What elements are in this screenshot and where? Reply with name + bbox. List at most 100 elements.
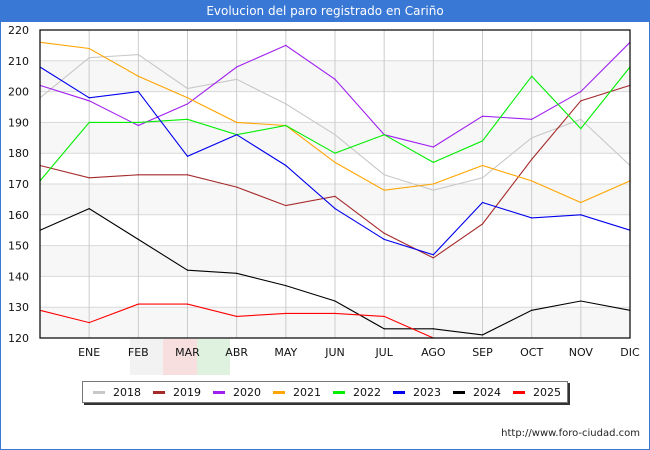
data-point-2024 [383,328,385,330]
data-point-2020 [580,91,582,93]
data-point-2023 [186,155,189,157]
data-point-2018 [334,134,336,136]
y-tick-label: 190 [8,116,29,129]
data-point-2018 [88,57,90,59]
data-point-2021 [580,201,582,204]
legend-label: 2021 [293,385,321,399]
legend-item-2025: 2025 [513,386,563,399]
data-point-2025 [186,303,189,305]
data-point-2022 [88,121,90,123]
data-point-2024 [334,300,336,302]
data-point-2021 [236,121,238,123]
plot-border [39,29,631,339]
data-point-2022 [137,121,139,123]
y-tick-label: 140 [8,270,29,283]
legend-swatch [333,390,345,394]
data-point-2023 [236,134,238,136]
data-point-2023 [137,91,139,93]
data-point-2019 [580,100,582,102]
data-point-2025 [334,312,336,314]
legend-swatch [273,390,285,394]
data-point-2018 [285,103,287,105]
legend-label: 2025 [533,385,561,399]
data-point-2020 [137,124,139,127]
y-tick-label: 220 [8,24,29,37]
flag-stripe-left [130,339,163,375]
data-point-2022 [580,127,582,130]
legend-label: 2020 [233,385,261,399]
y-tick-label: 120 [8,332,29,345]
legend-label: 2024 [473,385,501,399]
data-point-2022 [186,118,189,120]
data-point-2025 [383,315,385,318]
data-point-2022 [285,124,287,127]
data-point-2023 [334,208,336,210]
data-point-2018 [432,189,434,191]
legend-item-2024: 2024 [453,386,503,399]
source-url[interactable]: http://www.foro-ciudad.com [501,428,640,439]
legend-swatch [93,390,105,394]
y-tick-label: 210 [8,55,29,68]
x-tick-label: AGO [421,346,446,359]
data-point-2023 [88,97,90,99]
legend-label: 2022 [353,385,381,399]
y-tick-label: 200 [8,86,29,99]
data-point-2021 [334,161,336,164]
data-point-2024 [285,285,287,287]
data-point-2020 [531,118,533,120]
data-point-2021 [481,164,484,167]
data-point-2024 [137,238,139,241]
data-point-2021 [432,183,434,185]
data-point-2022 [432,161,434,164]
data-point-2020 [334,78,336,80]
data-point-2023 [580,214,582,216]
x-tick-label: MAY [274,346,297,359]
data-point-2018 [481,177,484,179]
x-tick-label: JUN [324,346,345,359]
data-point-2018 [580,118,582,120]
legend-swatch [153,390,165,394]
data-point-2020 [236,66,238,68]
legend-item-2021: 2021 [273,386,323,399]
data-point-2020 [88,100,90,102]
data-point-2018 [137,54,139,56]
x-tick-label: FEB [128,346,149,359]
data-point-2019 [383,232,385,234]
y-tick-label: 130 [8,301,29,314]
legend-item-2023: 2023 [393,386,443,399]
data-point-2025 [137,303,139,305]
data-point-2019 [334,195,336,197]
data-point-2025 [236,315,238,318]
y-tick-label: 170 [8,178,29,191]
data-point-2021 [531,180,533,182]
data-point-2019 [481,223,484,225]
data-point-2020 [186,103,189,105]
legend-swatch [213,390,225,394]
data-point-2022 [383,134,385,136]
data-point-2021 [186,97,189,99]
data-point-2023 [285,164,287,167]
data-point-2025 [285,312,287,314]
data-point-2024 [481,334,484,336]
data-point-2024 [236,272,238,274]
data-point-2024 [88,208,90,210]
data-point-2024 [432,328,434,330]
x-tick-label: DIC [620,346,640,359]
legend-swatch [393,390,405,394]
legend-item-2022: 2022 [333,386,383,399]
data-point-2023 [383,238,385,241]
data-point-2019 [432,257,434,259]
legend-label: 2018 [113,385,141,399]
data-point-2018 [186,87,189,90]
data-point-2023 [432,254,434,256]
x-tick-label: JUL [374,346,393,359]
data-point-2019 [236,186,238,188]
data-point-2022 [334,152,336,154]
x-tick-label: SEP [472,346,493,359]
y-tick-label: 150 [8,240,29,253]
legend-item-2019: 2019 [153,386,203,399]
data-point-2023 [531,217,533,219]
legend-swatch [453,390,465,394]
legend-label: 2023 [413,385,441,399]
data-point-2020 [481,115,484,117]
